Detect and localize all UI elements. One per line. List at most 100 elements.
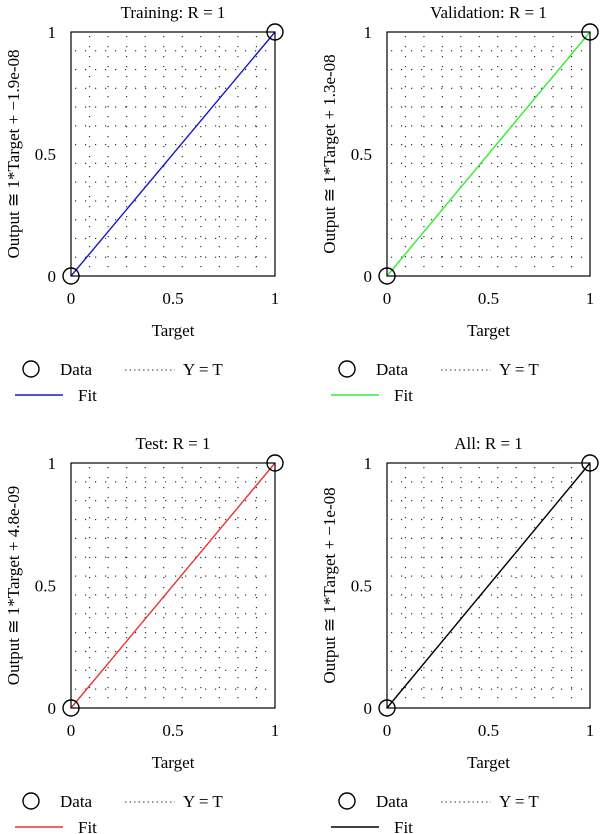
grid-dot xyxy=(531,256,533,258)
grid-dot xyxy=(135,125,137,127)
grid-dot xyxy=(534,547,536,549)
grid-dot xyxy=(460,136,462,138)
grid-dot xyxy=(521,50,523,52)
grid-dot xyxy=(218,687,220,689)
grid-dot xyxy=(155,256,157,258)
grid-dot xyxy=(235,237,237,240)
grid-dot xyxy=(561,106,563,108)
grid-dot xyxy=(181,76,183,78)
grid-dot xyxy=(265,556,267,558)
grid-dot xyxy=(215,256,217,258)
grid-dot xyxy=(541,144,543,146)
grid-dot xyxy=(423,567,425,569)
grid-dot xyxy=(255,667,258,669)
grid-dot xyxy=(460,577,462,579)
grid-dot xyxy=(107,156,109,158)
grid-dot xyxy=(125,181,127,183)
y-axis-label: Output ≅ 1*Target + 1.3e-08 xyxy=(320,54,339,253)
grid-dot xyxy=(163,607,165,609)
grid-dot xyxy=(88,497,91,499)
grid-dot xyxy=(125,200,127,202)
grid-dot xyxy=(534,136,536,138)
grid-dot xyxy=(115,87,117,89)
grid-dot xyxy=(255,613,257,615)
grid-dot xyxy=(391,200,393,202)
grid-dot xyxy=(144,216,146,218)
grid-dot xyxy=(235,256,237,258)
grid-dot xyxy=(404,537,407,539)
grid-dot xyxy=(95,256,97,258)
grid-dot xyxy=(534,537,536,539)
grid-dot xyxy=(125,518,127,521)
grid-dot xyxy=(215,125,217,127)
grid-dot xyxy=(125,87,127,89)
grid-dot xyxy=(441,144,443,146)
grid-dot xyxy=(85,650,87,653)
grid-dot xyxy=(570,216,573,218)
grid-dot xyxy=(534,567,536,569)
grid-dot xyxy=(107,206,109,208)
grid-dot xyxy=(497,597,499,599)
grid-dot xyxy=(88,256,91,258)
grid-dot xyxy=(185,481,187,483)
grid-dot xyxy=(534,256,536,258)
grid-dot xyxy=(75,594,77,596)
grid-dot xyxy=(561,237,563,240)
grid-dot xyxy=(460,96,462,98)
grid-dot xyxy=(195,200,197,202)
grid-dot xyxy=(441,176,443,178)
grid-dot xyxy=(511,237,513,240)
grid-dot xyxy=(88,246,91,248)
grid-dot xyxy=(461,50,463,52)
grid-dot xyxy=(200,647,202,649)
grid-dot xyxy=(200,697,202,699)
grid-dot xyxy=(552,647,554,649)
grid-dot xyxy=(431,632,433,634)
grid-dot xyxy=(451,181,453,183)
grid-dot xyxy=(551,518,553,521)
grid-dot xyxy=(441,196,443,198)
grid-dot xyxy=(471,237,473,240)
grid-dot xyxy=(75,181,77,183)
grid-dot xyxy=(95,650,97,653)
grid-dot xyxy=(144,96,146,98)
grid-dot xyxy=(75,237,77,240)
grid-dot xyxy=(515,557,517,559)
grid-dot xyxy=(441,200,443,202)
grid-dot xyxy=(225,219,227,221)
grid-dot xyxy=(534,627,536,629)
grid-dot xyxy=(163,156,165,158)
grid-dot xyxy=(225,50,227,52)
grid-dot xyxy=(163,467,165,469)
grid-dot xyxy=(107,577,109,579)
grid-dot xyxy=(423,487,425,489)
grid-dot xyxy=(88,647,91,649)
grid-dot xyxy=(460,216,462,218)
grid-dot xyxy=(181,567,183,569)
grid-dot xyxy=(126,186,128,188)
grid-dot xyxy=(404,647,407,649)
grid-dot xyxy=(215,500,217,502)
grid-dot xyxy=(144,266,146,268)
grid-dot xyxy=(421,632,423,634)
grid-dot xyxy=(265,162,267,164)
grid-dot xyxy=(478,126,480,128)
grid-dot xyxy=(401,162,403,164)
grid-dot xyxy=(115,688,117,690)
grid-dot xyxy=(441,607,443,609)
grid-dot xyxy=(561,575,563,577)
grid-dot xyxy=(461,125,463,127)
grid-dot xyxy=(551,87,553,89)
grid-dot xyxy=(511,575,513,577)
grid-dot xyxy=(107,567,109,569)
grid-dot xyxy=(95,68,97,71)
grid-dot xyxy=(411,144,413,146)
data-point xyxy=(581,23,599,41)
grid-dot xyxy=(135,68,137,71)
grid-dot xyxy=(491,68,493,71)
grid-dot xyxy=(107,617,109,619)
grid-dot xyxy=(481,144,483,146)
grid-dot xyxy=(75,650,77,653)
grid-dot xyxy=(423,667,425,669)
